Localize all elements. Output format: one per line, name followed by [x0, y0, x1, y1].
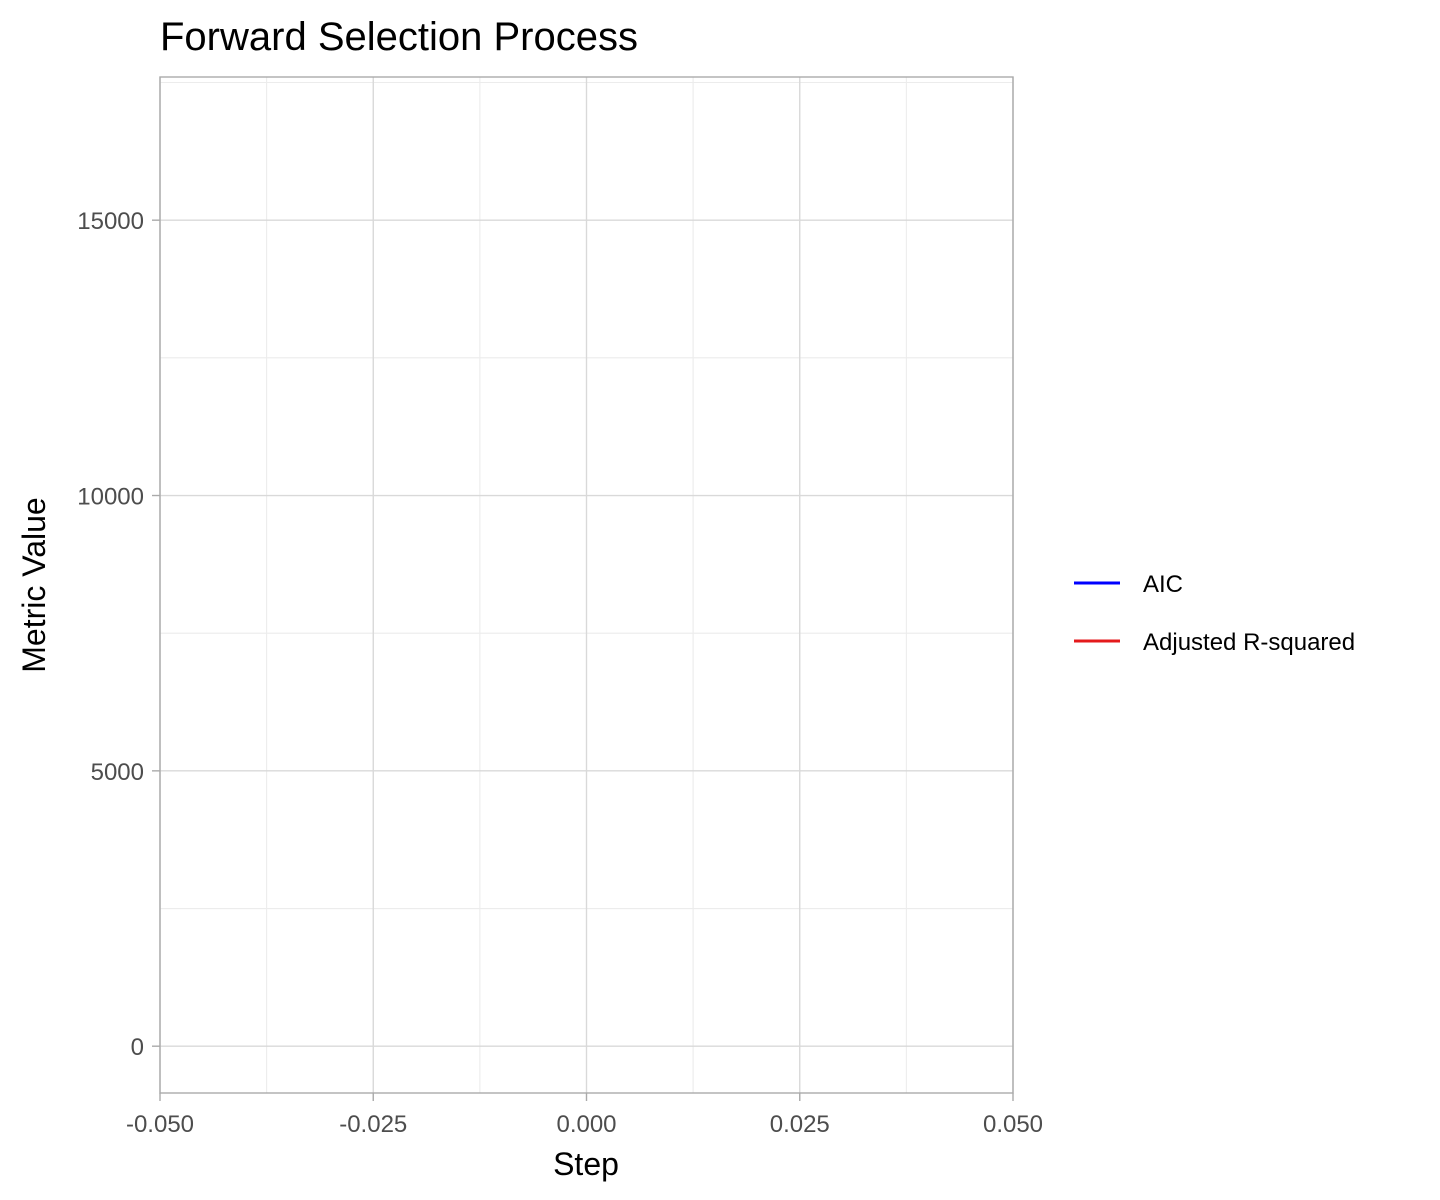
x-tick-label: -0.025: [339, 1111, 407, 1138]
chart-title: Forward Selection Process: [160, 15, 638, 59]
legend-label: AIC: [1143, 571, 1183, 598]
y-axis-title: Metric Value: [16, 497, 52, 672]
y-tick-label: 5000: [91, 759, 144, 786]
x-tick-label: 0.000: [556, 1111, 616, 1138]
x-tick-label: -0.050: [126, 1111, 194, 1138]
legend: AIC Adjusted R-squared: [1074, 571, 1355, 656]
major-gridlines: [159, 77, 1014, 1093]
y-tick-label: 0: [131, 1034, 144, 1061]
x-axis: -0.050 -0.025 0.000 0.025 0.050: [126, 1093, 1043, 1138]
x-axis-title: Step: [553, 1146, 619, 1182]
x-tick-label: 0.050: [983, 1111, 1043, 1138]
x-tick-label: 0.025: [770, 1111, 830, 1138]
legend-label: Adjusted R-squared: [1143, 629, 1355, 656]
y-axis: 0 5000 10000 15000: [77, 208, 160, 1061]
y-tick-label: 10000: [77, 484, 144, 511]
y-tick-label: 15000: [77, 208, 144, 235]
